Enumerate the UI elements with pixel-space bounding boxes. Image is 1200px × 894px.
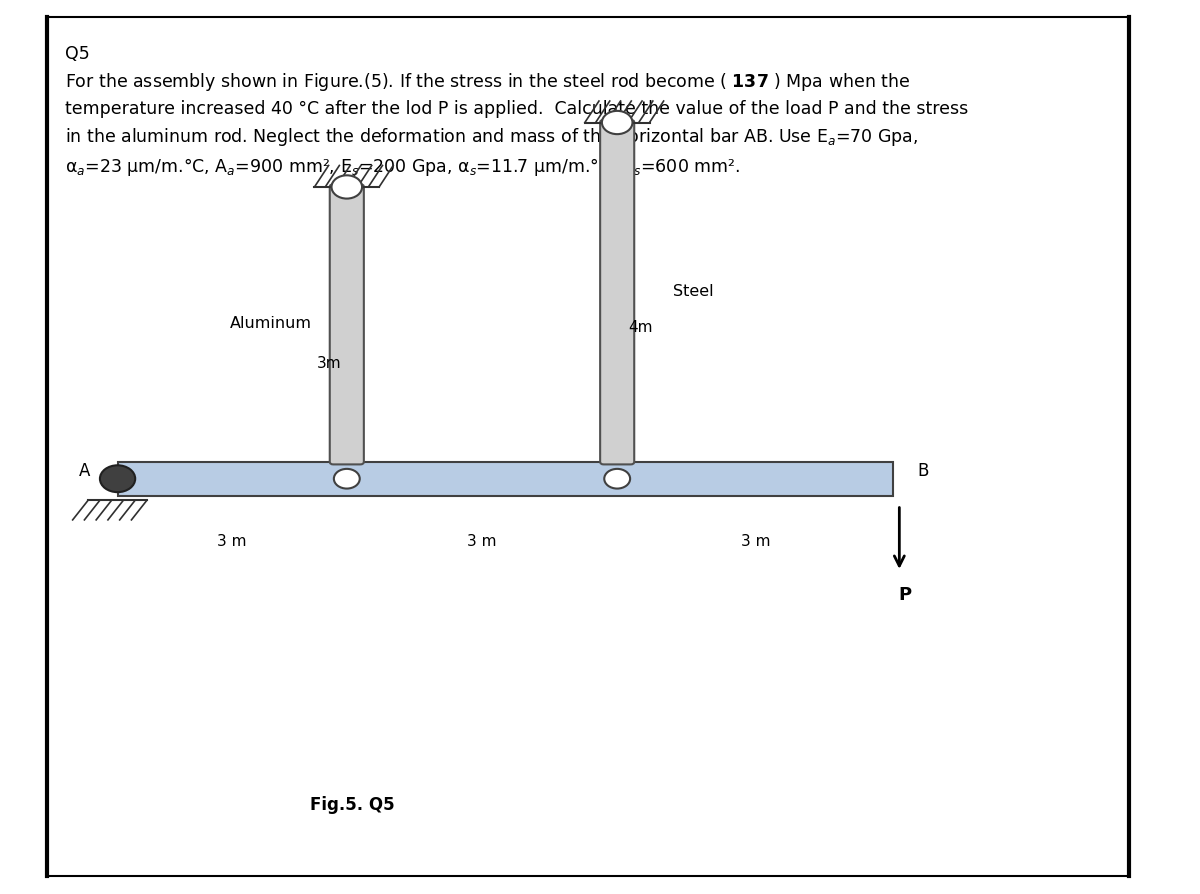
Bar — [118, 462, 894, 496]
Circle shape — [602, 112, 632, 135]
Text: Steel: Steel — [673, 284, 714, 299]
Text: 3 m: 3 m — [467, 534, 497, 548]
Text: P: P — [899, 586, 912, 603]
Text: A: A — [79, 461, 90, 479]
Circle shape — [100, 466, 136, 493]
Circle shape — [334, 469, 360, 489]
Text: Fig.5. Q5: Fig.5. Q5 — [311, 796, 395, 814]
Text: 3m: 3m — [317, 356, 342, 370]
FancyBboxPatch shape — [330, 185, 364, 465]
Text: 4m: 4m — [629, 320, 653, 334]
Circle shape — [331, 176, 362, 199]
Text: Q5
For the assembly shown in Figure.(5). If the stress in the steel rod become (: Q5 For the assembly shown in Figure.(5).… — [65, 45, 968, 178]
Text: 3 m: 3 m — [217, 534, 247, 548]
Circle shape — [605, 469, 630, 489]
Text: B: B — [917, 461, 929, 479]
FancyBboxPatch shape — [600, 121, 635, 465]
Text: 3 m: 3 m — [740, 534, 770, 548]
Text: Aluminum: Aluminum — [229, 316, 311, 330]
